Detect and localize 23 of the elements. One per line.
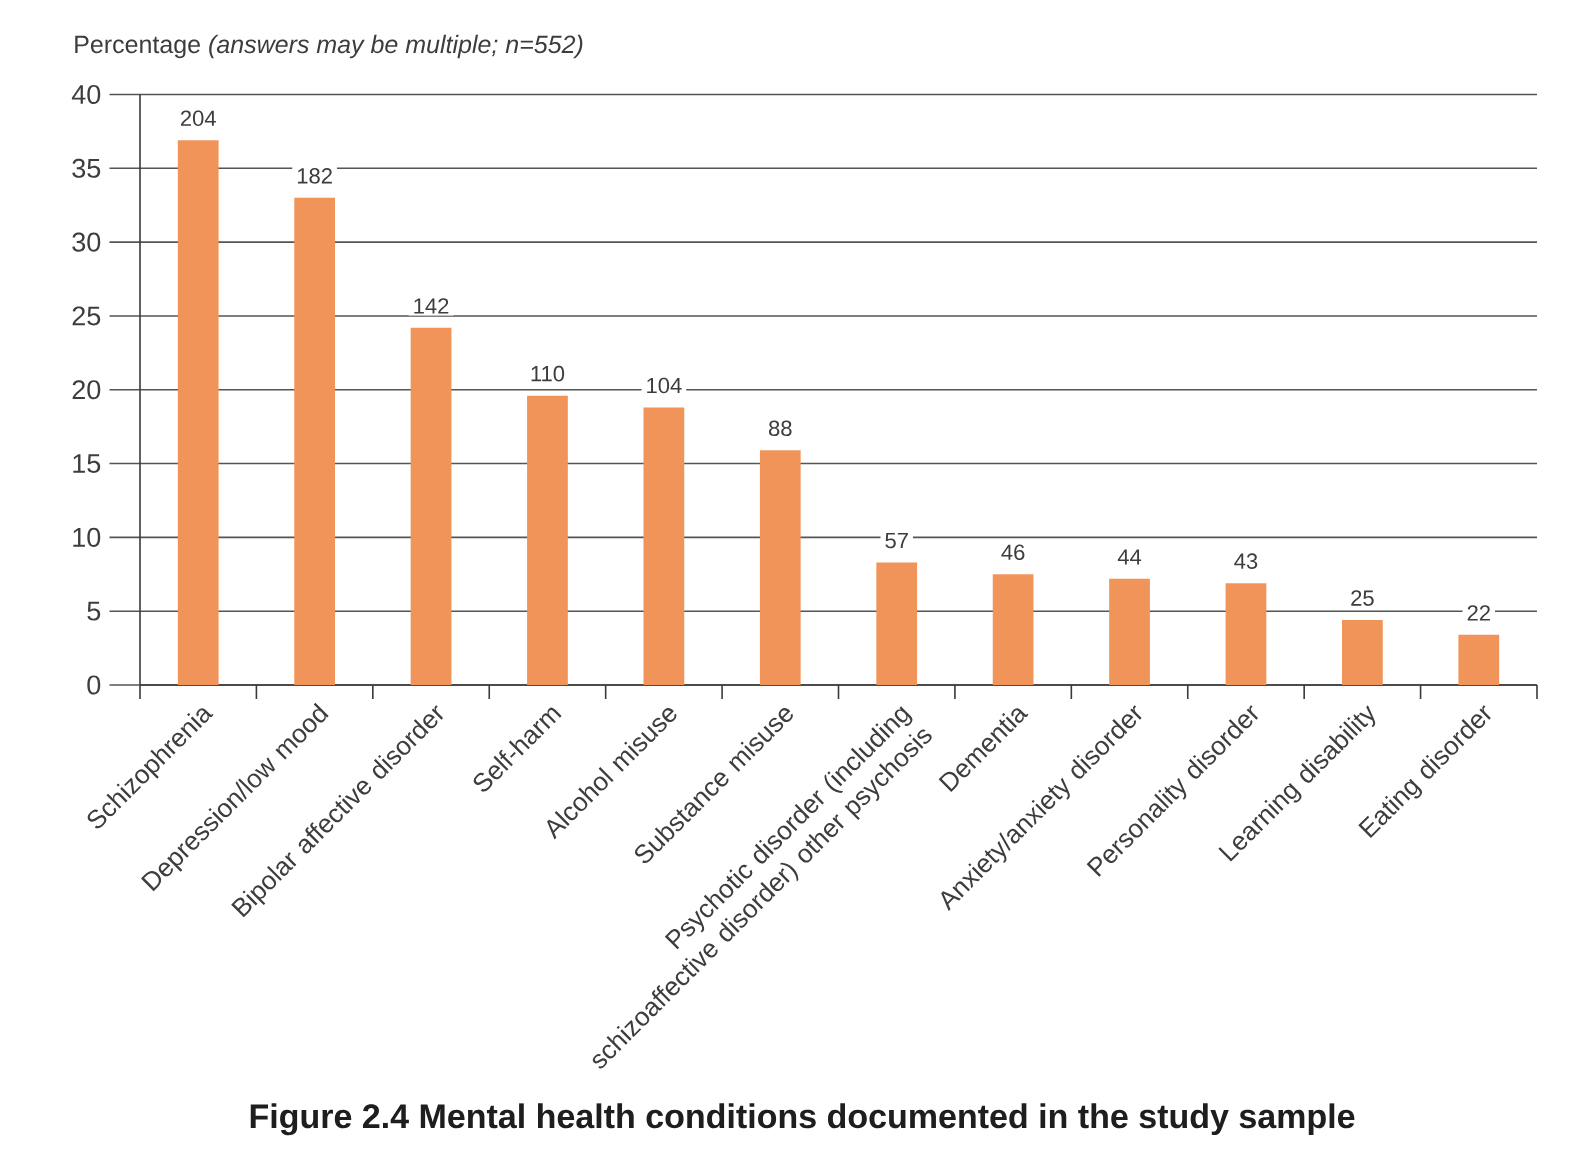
y-tick-label: 40 [71, 84, 101, 105]
annotation: 43 [1234, 553, 1258, 569]
y-tick-label: 30 [72, 232, 101, 252]
annotation: 57 [885, 532, 908, 549]
text: Figure 2.4 Mental health conditions documented in the study sample [250, 1103, 1355, 1136]
y-axis-title: Percentage (answers may be multiple; n=552) [75, 34, 583, 59]
annotation: 104 [647, 377, 682, 394]
annotation: 25 [1351, 590, 1374, 606]
annotation: 44 [1117, 549, 1142, 565]
y-tick-label: 15 [73, 454, 101, 473]
annotation: 182 [297, 168, 332, 184]
y-tick-label: 0 [87, 675, 101, 695]
y-tick-label: 35 [72, 158, 101, 178]
y-tick-label: 25 [72, 306, 101, 326]
y-tick-label: 20 [72, 380, 101, 400]
y-tick-label: 5 [87, 601, 101, 621]
annotation: 88 [769, 420, 792, 437]
y-tick-label: 10 [73, 527, 101, 547]
annotation: 22 [1467, 605, 1490, 621]
annotation: 46 [1001, 544, 1025, 561]
annotation: 204 [180, 110, 216, 127]
annotation: 110 [531, 365, 565, 382]
annotation: 142 [414, 298, 449, 314]
